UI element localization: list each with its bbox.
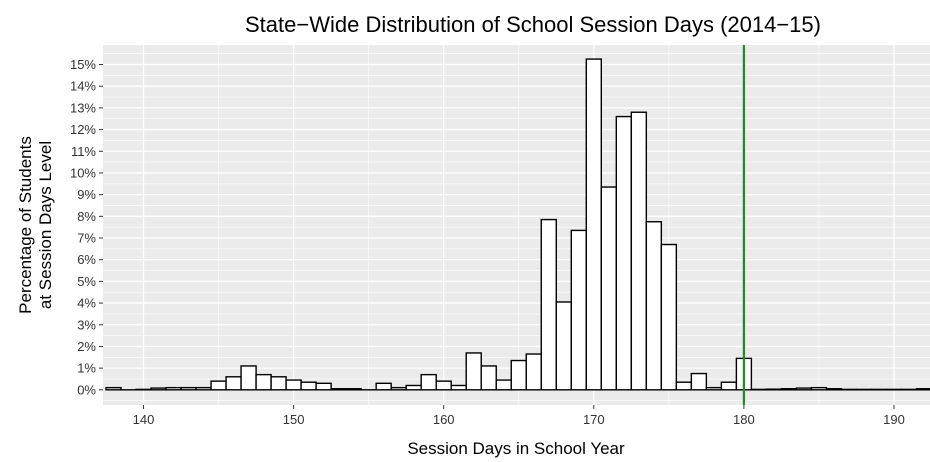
histogram-bar-151	[300, 381, 317, 391]
y-tick-label: 4%	[77, 296, 96, 311]
histogram-bar-175	[660, 243, 678, 391]
y-tick-label: 14%	[70, 79, 96, 94]
histogram-bar-167	[540, 218, 557, 391]
x-tick-label: 180	[733, 412, 755, 427]
histogram-bar-178	[705, 386, 723, 391]
y-tick-label: 8%	[77, 209, 96, 224]
y-axis-title-line-2: at Session Days Level	[36, 141, 55, 309]
histogram-bar-164	[495, 379, 512, 391]
histogram-bar-162	[465, 352, 482, 391]
minor-gridlines	[103, 45, 930, 405]
histogram-bar-171	[600, 186, 618, 391]
y-tick-label: 10%	[70, 165, 96, 180]
histogram-bar-158	[405, 384, 422, 391]
x-axis: 140 150 160 170 180 190	[133, 405, 905, 427]
histogram-bar-163	[480, 365, 497, 391]
histogram-bar-176	[675, 381, 693, 391]
histogram-bar-169	[570, 229, 587, 391]
histogram-bar-174	[645, 221, 663, 391]
histogram-bar-142	[165, 386, 182, 391]
histogram-bar-173	[630, 111, 648, 391]
histogram-bar-149	[270, 376, 287, 391]
histogram-bar-147	[240, 365, 257, 391]
histogram-bar-154	[345, 388, 362, 391]
histogram-bar-182	[765, 388, 783, 391]
y-axis-title: Percentage of Students at Session Days L…	[16, 136, 55, 314]
histogram-bar-186	[825, 388, 843, 391]
y-tick-label: 9%	[77, 187, 96, 202]
y-tick-label: 6%	[77, 252, 96, 267]
y-tick-label: 13%	[70, 100, 96, 115]
histogram-bar-159	[420, 373, 437, 391]
histogram-bar-153	[330, 388, 347, 391]
chart-title: State−Wide Distribution of School Sessio…	[245, 12, 821, 37]
x-tick-label: 140	[133, 412, 155, 427]
x-axis-title: Session Days in School Year	[407, 439, 625, 458]
y-tick-label: 0%	[77, 382, 96, 397]
histogram-bar-152	[315, 382, 332, 391]
histogram-bar-144	[195, 386, 212, 391]
histogram-bar-170	[585, 58, 603, 391]
histogram-bar-177	[690, 372, 708, 391]
y-tick-label: 5%	[77, 274, 96, 289]
histogram-bar-146	[225, 376, 242, 391]
histogram-bar-145	[210, 380, 227, 391]
y-tick-label: 2%	[77, 339, 96, 354]
histogram-bars	[105, 58, 930, 391]
histogram-bar-179	[720, 381, 738, 391]
histogram-bar-168	[555, 301, 572, 391]
x-tick-label: 170	[583, 412, 605, 427]
histogram-bar-183	[780, 388, 798, 391]
histogram-bar-156	[375, 382, 392, 391]
histogram-bar-172	[615, 115, 633, 391]
histogram-bar-157	[390, 386, 407, 391]
y-tick-label: 3%	[77, 317, 96, 332]
y-axis-title-line-1: Percentage of Students	[16, 136, 35, 314]
histogram-bar-165	[510, 359, 527, 391]
x-tick-label: 190	[883, 412, 905, 427]
histogram-bar-138	[105, 386, 122, 391]
y-axis: 0% 1% 2% 3% 4% 5% 6% 7% 8% 9% 10% 11% 12% 13% 14% 15%	[70, 57, 103, 397]
y-tick-label: 15%	[70, 57, 96, 72]
histogram-bar-166	[525, 353, 542, 391]
histogram-bar-184	[795, 387, 813, 391]
histogram-bar-143	[180, 386, 197, 391]
y-tick-label: 12%	[70, 122, 96, 137]
x-tick-label: 160	[433, 412, 455, 427]
y-tick-label: 11%	[71, 144, 96, 159]
histogram-bar-192	[915, 388, 930, 391]
histogram-bar-185	[810, 386, 828, 391]
histogram-bar-148	[255, 373, 272, 391]
y-tick-label: 7%	[77, 231, 96, 246]
x-tick-label: 150	[283, 412, 305, 427]
histogram-bar-161	[450, 384, 467, 391]
plot-panel	[103, 45, 930, 405]
histogram-bar-141	[150, 387, 167, 391]
histogram-bar-150	[285, 379, 302, 391]
y-tick-label: 1%	[77, 361, 96, 376]
histogram-bar-160	[435, 380, 452, 391]
